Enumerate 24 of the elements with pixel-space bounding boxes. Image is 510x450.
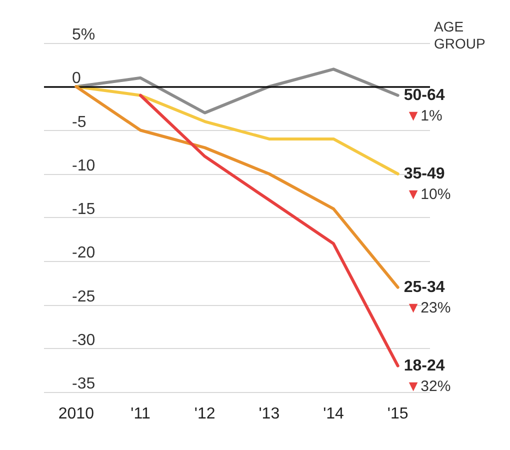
x-tick-label: '11 bbox=[130, 406, 150, 422]
y-tick-label: -30 bbox=[72, 332, 96, 349]
x-tick-label: '12 bbox=[194, 406, 216, 422]
y-tick-label: -20 bbox=[72, 244, 96, 262]
y-tick-label: -35 bbox=[72, 376, 96, 392]
x-tick-label: '13 bbox=[258, 406, 280, 422]
legend-title: AGE GROUP bbox=[434, 18, 486, 52]
y-tick-label: -15 bbox=[72, 201, 96, 218]
series-label: 18-24 bbox=[404, 357, 445, 374]
y-tick-label: -5 bbox=[72, 114, 86, 131]
x-tick-label: '15 bbox=[387, 406, 408, 422]
annotation: ▼10% bbox=[406, 186, 451, 203]
x-tick-label: '14 bbox=[323, 406, 344, 422]
y-tick-label: -25 bbox=[72, 288, 96, 306]
annotation: ▼1% bbox=[406, 107, 442, 124]
x-tick-label: 2010 bbox=[58, 406, 94, 422]
annotation: ▼23% bbox=[406, 299, 451, 316]
annotation: ▼32% bbox=[406, 378, 451, 395]
series-label: 35-49 bbox=[404, 165, 445, 182]
y-tick-label: -10 bbox=[72, 157, 96, 174]
series-label: 50-64 bbox=[404, 86, 445, 104]
y-tick-label: 0 bbox=[72, 70, 81, 88]
y-tick-label: 5% bbox=[72, 26, 96, 44]
series-label: 25-34 bbox=[404, 278, 445, 296]
